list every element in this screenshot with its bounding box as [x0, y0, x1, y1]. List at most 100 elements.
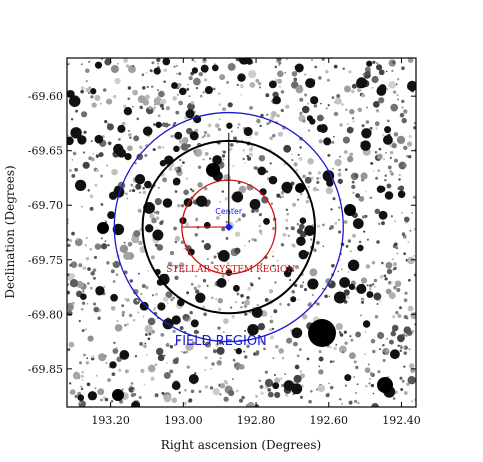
star: [347, 270, 350, 273]
star: [334, 221, 338, 225]
star: [74, 374, 78, 379]
star: [131, 64, 135, 68]
star: [408, 135, 412, 138]
star: [247, 156, 252, 161]
star: [325, 393, 330, 398]
star: [403, 163, 407, 168]
star: [154, 211, 156, 214]
star: [121, 304, 125, 308]
star: [128, 130, 130, 132]
star: [223, 396, 229, 402]
star: [94, 95, 101, 101]
star: [329, 360, 333, 364]
star: [256, 303, 260, 307]
star: [388, 81, 397, 89]
star: [204, 151, 209, 156]
star: [378, 147, 382, 151]
star: [349, 108, 355, 115]
star: [311, 224, 314, 227]
star: [401, 211, 404, 214]
star: [75, 371, 78, 374]
star: [396, 252, 399, 255]
bright-star: [90, 88, 97, 95]
star: [227, 386, 231, 389]
star: [264, 378, 274, 388]
star: [302, 281, 305, 284]
star: [225, 220, 228, 223]
star: [182, 136, 189, 144]
star: [393, 90, 397, 94]
star: [186, 291, 190, 295]
bright-star: [113, 186, 125, 198]
star: [393, 158, 399, 163]
star: [389, 156, 392, 159]
x-tick-label: 192.60: [310, 414, 349, 427]
star: [374, 285, 377, 288]
star: [94, 183, 98, 187]
star: [87, 267, 91, 271]
star: [318, 76, 322, 80]
star: [210, 261, 214, 265]
star: [204, 341, 211, 348]
star: [397, 98, 399, 101]
star: [95, 154, 100, 158]
star: [293, 374, 302, 383]
star: [409, 229, 412, 232]
star: [342, 67, 345, 70]
bright-star: [356, 77, 368, 89]
star: [181, 161, 185, 165]
star: [206, 258, 209, 261]
bright-star: [263, 217, 270, 225]
star: [121, 310, 126, 315]
star: [338, 331, 342, 334]
star: [318, 350, 322, 354]
star: [141, 73, 145, 76]
star: [387, 165, 392, 170]
star: [142, 86, 146, 90]
star: [233, 207, 236, 210]
star: [186, 365, 190, 369]
star: [248, 152, 253, 157]
star: [408, 278, 411, 282]
star: [363, 353, 366, 356]
star: [289, 278, 292, 282]
star: [299, 111, 303, 116]
star: [284, 373, 287, 375]
star: [274, 377, 281, 384]
star: [100, 398, 103, 402]
star: [218, 341, 222, 345]
star: [81, 301, 86, 305]
star: [168, 123, 171, 126]
star: [353, 360, 357, 364]
star: [146, 85, 149, 88]
star: [80, 89, 84, 94]
star: [152, 148, 156, 152]
star: [189, 311, 193, 315]
bright-star: [344, 204, 356, 216]
x-axis-label: Right ascension (Degrees): [161, 438, 321, 452]
star: [232, 164, 235, 168]
center-label: Center: [215, 207, 243, 216]
star: [303, 288, 308, 292]
star: [391, 69, 394, 72]
star: [333, 111, 339, 117]
star: [127, 86, 132, 90]
star: [69, 279, 79, 288]
star: [273, 134, 276, 137]
star: [268, 289, 274, 294]
star: [106, 123, 114, 131]
star: [368, 382, 371, 385]
star: [308, 171, 312, 175]
star: [318, 139, 323, 144]
star: [257, 322, 266, 331]
star: [374, 151, 378, 154]
star: [100, 174, 104, 178]
star: [239, 84, 244, 89]
star: [169, 251, 175, 256]
bright-star: [171, 381, 181, 391]
star: [403, 216, 410, 223]
star: [342, 136, 350, 144]
star: [133, 297, 140, 305]
star: [174, 266, 178, 269]
star: [82, 151, 86, 154]
